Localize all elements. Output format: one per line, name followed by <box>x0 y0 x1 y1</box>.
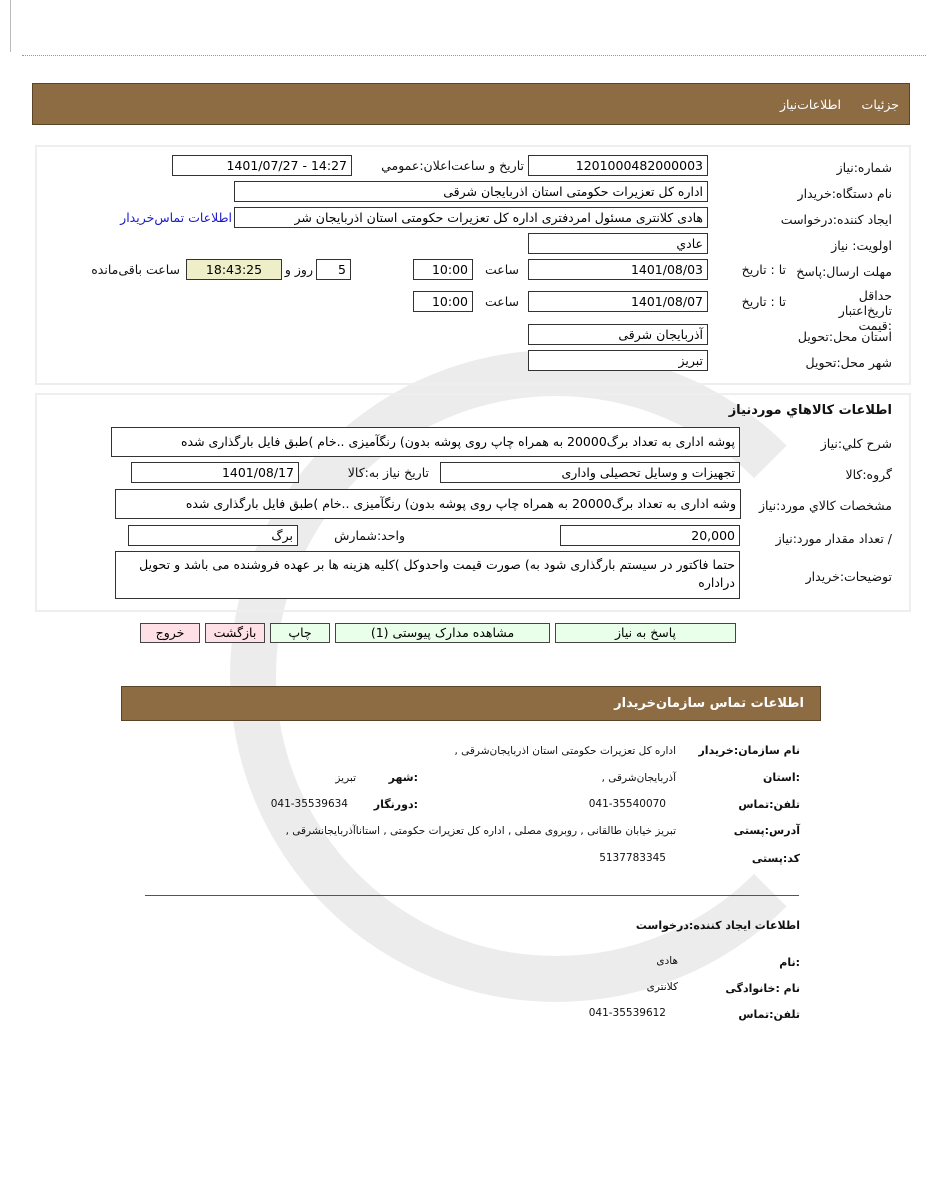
city-field: تبریز <box>528 350 708 371</box>
fax-value: 041-35539634 <box>270 798 348 810</box>
province-field: آذربایجان شرقی <box>528 324 708 345</box>
group-field: تجهیزات و وسایل تحصیلی واداری <box>440 462 740 483</box>
breadcrumb-info[interactable]: اطلاعات‌نیاز <box>779 97 841 112</box>
qty-label: / تعداد مقدار مورد:نیاز <box>775 531 892 546</box>
header-bar: جزئیات اطلاعات‌نیاز <box>32 83 910 125</box>
requester-phone-value: 041-35539612 <box>588 1007 666 1019</box>
desc-label: شرح کلي:نیاز <box>820 436 892 451</box>
breadcrumb-details[interactable]: جزئیات <box>861 97 899 112</box>
address-value: تبریز خیابان طالقانی , روبروی مصلی , ادا… <box>285 825 676 837</box>
need-number-label: شماره:نیاز <box>836 160 892 175</box>
org-value: اداره کل تعزیرات حکومتی استان اذربایجان‌… <box>454 745 676 757</box>
deadline-date-field: 1401/08/03 <box>528 259 708 280</box>
need-section <box>35 145 911 385</box>
days-label: روز و <box>284 262 313 277</box>
announce-field: 1401/07/27 - 14:27 <box>172 155 352 176</box>
contact-province-value: آذربایجان‌شرقی , <box>601 772 676 784</box>
time-label: ساعت <box>484 262 519 277</box>
notes-field: حتما فاکتور در سیستم بارگذاری شود به) صو… <box>115 551 740 599</box>
priority-label: اولویت: نیاز <box>831 238 892 253</box>
contact-header: اطلاعات تماس سازمان‌خریدار <box>121 686 821 721</box>
priority-field: عادي <box>528 233 708 254</box>
respond-button[interactable]: پاسخ به نیاز <box>555 623 736 643</box>
spec-label: مشخصات کالاي مورد:نیاز <box>758 498 892 513</box>
attachments-button[interactable]: مشاهده مدارک پیوستی (1) <box>335 623 550 643</box>
creator-field: هادی کلانتری مسئول امردفتری اداره کل تعز… <box>234 207 708 228</box>
print-button[interactable]: چاپ <box>270 623 330 643</box>
group-label: گروه:کالا <box>845 467 892 482</box>
goods-section <box>35 393 911 612</box>
divider <box>22 55 926 56</box>
exit-button[interactable]: خروج <box>140 623 200 643</box>
creator-label: ایجاد کننده:درخواست <box>780 212 892 227</box>
requester-phone-label: تلفن:تماس <box>738 1008 800 1021</box>
to-date-label-2: تا : تاریخ <box>741 294 786 309</box>
requester-title: اطلاعات ایجاد کننده:درخواست <box>635 919 800 932</box>
phone-label: تلفن:تماس <box>738 798 800 811</box>
validity-date-field: 1401/08/07 <box>528 291 708 312</box>
postal-label: کد:پستی <box>751 852 800 865</box>
buyer-field: اداره کل تعزیرات حکومتی استان اذربایجان … <box>234 181 708 202</box>
desc-field: پوشه اداری به تعداد برگ20000 به همراه چا… <box>111 427 740 457</box>
remaining-label: ساعت باقی‌مانده <box>91 262 180 277</box>
requester-family-label: نام :خانوادگی <box>725 982 800 995</box>
contact-city-label: :شهر <box>388 771 418 784</box>
divider <box>145 895 799 896</box>
deadline-label: مهلت ارسال:پاسخ <box>796 264 892 279</box>
org-label: نام سازمان:خریدار <box>698 744 800 757</box>
validity-time-field: 10:00 <box>413 291 473 312</box>
address-label: آدرس:پستی <box>733 824 800 837</box>
unit-label: واحد:شمارش <box>334 528 405 543</box>
goods-title: اطلاعات کالاهاي موردنياز <box>728 403 892 418</box>
spec-field: وشه اداری به تعداد برگ20000 به همراه چاپ… <box>115 489 741 519</box>
city-label: شهر محل:تحویل <box>805 355 893 370</box>
validity-label: حداقل تاریخ‌اعتبار :قیمت <box>838 288 892 333</box>
contact-title: اطلاعات تماس سازمان‌خریدار <box>614 696 804 711</box>
unit-field: برگ <box>128 525 298 546</box>
contact-province-label: :استان <box>763 771 800 784</box>
postal-value: 5137783345 <box>599 852 666 864</box>
time-label-2: ساعت <box>484 294 519 309</box>
deadline-time-field: 10:00 <box>413 259 473 280</box>
announce-label: تاریخ و ساعت‌اعلان:عمومي <box>381 158 524 173</box>
requester-name-label: :نام <box>779 956 800 969</box>
qty-field: 20,000 <box>560 525 740 546</box>
back-button[interactable]: بازگشت <box>205 623 265 643</box>
divider <box>10 0 11 52</box>
need-date-field: 1401/08/17 <box>131 462 299 483</box>
phone-value: 041-35540070 <box>588 798 666 810</box>
contact-city-value: تبریز <box>335 772 356 784</box>
buyer-contact-link[interactable]: اطلاعات تماس‌خریدار <box>120 210 232 225</box>
notes-label: توضیحات:خریدار <box>805 569 892 584</box>
remaining-time-field: 18:43:25 <box>186 259 282 280</box>
buyer-label: نام دستگاه:خریدار <box>797 186 892 201</box>
fax-label: :دورنگار <box>373 798 418 811</box>
requester-name-value: هادی <box>656 955 678 967</box>
requester-family-value: کلانتری <box>646 981 678 993</box>
need-number-field: 1201000482000003 <box>528 155 708 176</box>
province-label: استان محل:تحویل <box>797 329 892 344</box>
days-field: 5 <box>316 259 351 280</box>
need-date-label: تاریخ نیاز به:کالا <box>347 465 429 480</box>
to-date-label: تا : تاریخ <box>741 262 786 277</box>
